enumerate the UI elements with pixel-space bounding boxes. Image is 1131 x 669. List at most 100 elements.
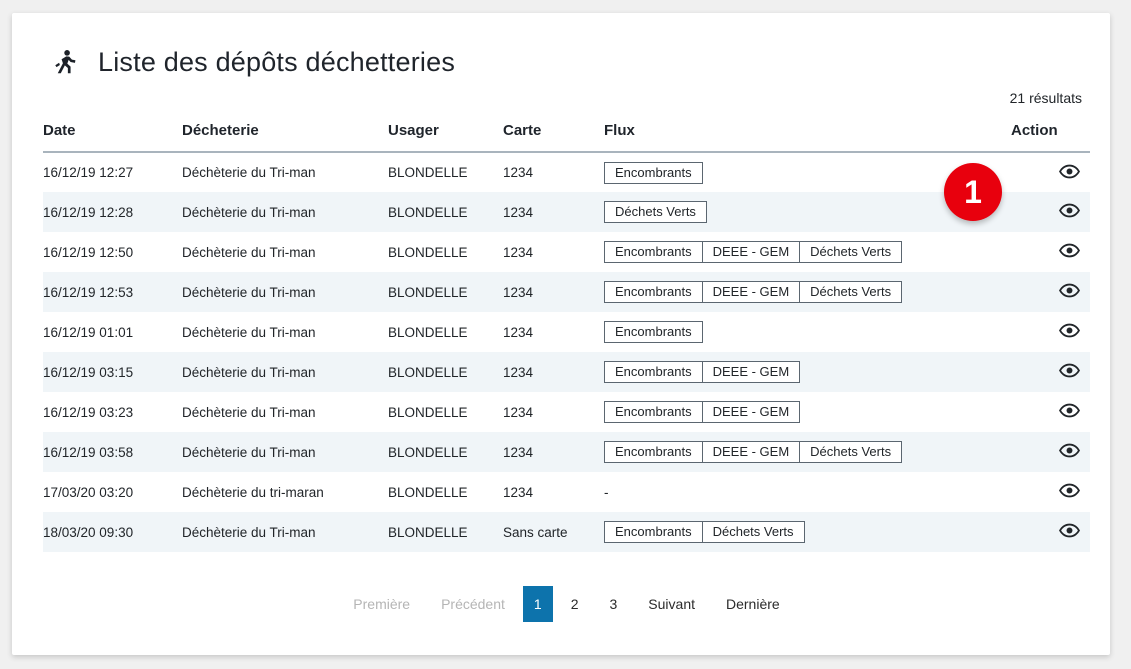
date-cell: 16/12/19 03:58 [43, 444, 134, 460]
date-cell: 18/03/20 09:30 [43, 524, 134, 540]
dechetterie-cell: Déchèterie du Tri-man [182, 444, 316, 460]
table-row: 16/12/19 01:01 Déchèterie du Tri-man BLO… [43, 312, 1090, 352]
table-row: 16/12/19 12:27 Déchèterie du Tri-man BLO… [43, 152, 1090, 192]
dechetterie-cell: Déchèterie du Tri-man [182, 165, 316, 180]
dechetterie-cell: Déchèterie du Tri-man [182, 324, 316, 340]
view-details-button[interactable] [1059, 323, 1080, 338]
flux-cell: Encombrants [604, 152, 1011, 192]
eye-icon [1059, 164, 1080, 179]
usager-cell: BLONDELLE [388, 244, 468, 260]
flux-badge-group: Encombrants [604, 161, 1011, 184]
carte-cell: 1234 [503, 284, 534, 300]
view-details-button[interactable] [1059, 203, 1080, 218]
flux-badge: DEEE - GEM [701, 401, 801, 423]
usager-cell: BLONDELLE [388, 444, 468, 460]
usager-cell: BLONDELLE [388, 284, 468, 300]
view-details-button[interactable] [1059, 283, 1080, 298]
person-running-icon [51, 49, 78, 76]
flux-cell: Encombrants DEEE - GEM Déchets Verts [604, 232, 1011, 272]
flux-badge: DEEE - GEM [701, 281, 801, 303]
view-details-button[interactable] [1059, 483, 1080, 498]
flux-badge: DEEE - GEM [701, 241, 801, 263]
flux-cell: Encombrants DEEE - GEM Déchets Verts [604, 432, 1011, 472]
view-details-button[interactable] [1059, 443, 1080, 458]
action-cell [1011, 192, 1090, 232]
table-row: 16/12/19 12:50 Déchèterie du Tri-man BLO… [43, 232, 1090, 272]
flux-cell: - [604, 472, 1011, 512]
flux-badge-group: Déchets Verts [604, 201, 1011, 223]
table-row: 18/03/20 09:30 Déchèterie du Tri-man BLO… [43, 512, 1090, 552]
eye-icon [1059, 443, 1080, 458]
dechetterie-cell: Déchèterie du Tri-man [182, 404, 316, 420]
flux-badge-group: Encombrants DEEE - GEM [604, 361, 1011, 383]
action-cell [1011, 232, 1090, 272]
action-cell [1011, 472, 1090, 512]
action-cell [1011, 152, 1090, 192]
flux-badge: DEEE - GEM [701, 361, 801, 383]
action-cell [1011, 512, 1090, 552]
dechetterie-cell: Déchèterie du Tri-man [182, 244, 316, 260]
column-header-flux: Flux [604, 114, 1011, 153]
eye-icon [1059, 403, 1080, 418]
pagination-item-1[interactable]: 1 [522, 586, 553, 622]
pagination-item-dernière[interactable]: Dernière [726, 596, 780, 612]
carte-cell: 1234 [503, 244, 534, 260]
view-details-button[interactable] [1059, 243, 1080, 258]
usager-cell: BLONDELLE [388, 364, 468, 380]
date-cell: 17/03/20 03:20 [43, 484, 134, 500]
table-row: 16/12/19 12:53 Déchèterie du Tri-man BLO… [43, 272, 1090, 312]
flux-badge-group: Encombrants DEEE - GEM Déchets Verts [604, 441, 1011, 463]
flux-badge: Encombrants [604, 321, 703, 343]
dechetterie-cell: Déchèterie du Tri-man [182, 284, 316, 300]
flux-badge-group: Encombrants Déchets Verts [604, 521, 1011, 543]
carte-cell: 1234 [503, 404, 534, 420]
pagination-item-3[interactable]: 3 [609, 596, 618, 612]
table-row: 16/12/19 03:58 Déchèterie du Tri-man BLO… [43, 432, 1090, 472]
eye-icon [1059, 243, 1080, 258]
flux-badge: Encombrants [604, 281, 703, 303]
eye-icon [1059, 483, 1080, 498]
carte-cell: 1234 [503, 324, 534, 340]
flux-cell: Encombrants DEEE - GEM Déchets Verts [604, 272, 1011, 312]
date-cell: 16/12/19 12:28 [43, 204, 134, 220]
view-details-button[interactable] [1059, 363, 1080, 378]
table-row: 16/12/19 03:23 Déchèterie du Tri-man BLO… [43, 392, 1090, 432]
flux-cell: Encombrants DEEE - GEM [604, 352, 1011, 392]
flux-cell: Déchets Verts [604, 192, 1011, 232]
action-cell [1011, 392, 1090, 432]
view-details-button[interactable] [1059, 164, 1080, 179]
carte-cell: 1234 [503, 165, 534, 180]
date-cell: 16/12/19 03:23 [43, 404, 134, 420]
flux-badge: DEEE - GEM [701, 441, 801, 463]
pagination-item-suivant[interactable]: Suivant [648, 596, 695, 612]
column-header-date: Date [43, 114, 182, 153]
action-cell [1011, 272, 1090, 312]
flux-cell: Encombrants DEEE - GEM [604, 392, 1011, 432]
flux-badge-group: - [604, 484, 609, 500]
pagination-item-2[interactable]: 2 [570, 596, 579, 612]
usager-cell: BLONDELLE [388, 524, 468, 540]
date-cell: 16/12/19 01:01 [43, 324, 134, 340]
carte-cell: 1234 [503, 444, 534, 460]
action-cell [1011, 312, 1090, 352]
deposits-table: Date Décheterie Usager Carte Flux Action… [43, 114, 1090, 552]
carte-cell: 1234 [503, 364, 534, 380]
date-cell: 16/12/19 03:15 [43, 364, 134, 380]
eye-icon [1059, 323, 1080, 338]
annotation-marker-1: 1 [944, 163, 1002, 221]
action-cell [1011, 432, 1090, 472]
pagination-item-précédent: Précédent [441, 596, 505, 612]
table-header: Date Décheterie Usager Carte Flux Action [43, 114, 1090, 153]
dechetterie-cell: Déchèterie du Tri-man [182, 524, 316, 540]
date-cell: 16/12/19 12:50 [43, 244, 134, 260]
eye-icon [1059, 203, 1080, 218]
view-details-button[interactable] [1059, 403, 1080, 418]
flux-badge-group: Encombrants DEEE - GEM Déchets Verts [604, 241, 1011, 263]
results-count: 21 résultats [1009, 90, 1082, 106]
usager-cell: BLONDELLE [388, 165, 468, 180]
flux-badge: Encombrants [604, 521, 703, 543]
carte-cell: 1234 [503, 484, 534, 500]
view-details-button[interactable] [1059, 523, 1080, 538]
page-header: Liste des dépôts déchetteries [51, 47, 1090, 78]
flux-badge-group: Encombrants DEEE - GEM [604, 401, 1011, 423]
